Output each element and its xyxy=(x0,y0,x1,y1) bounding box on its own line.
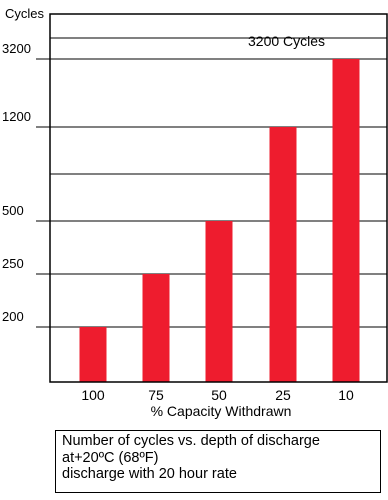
y-tick-label: 1200 xyxy=(2,109,31,124)
x-tick-label: 50 xyxy=(211,387,227,403)
bar-25 xyxy=(269,127,297,382)
bar-75 xyxy=(142,274,170,382)
plot-frame xyxy=(49,13,388,383)
bar-100 xyxy=(79,327,107,382)
bar-chart: 200 250 500 1200 3200 100 75 50 25 10 Cycles 320… xyxy=(2,6,388,419)
caption-line-2: at+20ºC (68ºF) xyxy=(62,449,159,466)
x-tick-label: 10 xyxy=(338,387,354,403)
y-tick-label: 250 xyxy=(2,256,24,271)
x-tick-label: 25 xyxy=(275,387,291,403)
x-tick-label: 75 xyxy=(148,387,164,403)
x-tick-labels: 100 75 50 25 10 xyxy=(81,387,354,403)
x-tick-label: 100 xyxy=(81,387,105,403)
bar-10 xyxy=(332,59,360,382)
chart-caption: Number of cycles vs. depth of discharge … xyxy=(55,430,381,493)
y-tick-labels: 200 250 500 1200 3200 xyxy=(2,41,31,324)
bar-50 xyxy=(205,221,233,382)
y-axis-label: Cycles xyxy=(5,6,45,21)
y-tick-label: 3200 xyxy=(2,41,31,56)
bars xyxy=(79,59,360,382)
bar-annotation: 3200 Cycles xyxy=(248,33,325,49)
y-tick-label: 500 xyxy=(2,203,24,218)
caption-line-1: Number of cycles vs. depth of discharge xyxy=(62,433,320,449)
caption-line-3: discharge with 20 hour rate xyxy=(62,466,237,482)
y-tick-label: 200 xyxy=(2,309,24,324)
x-axis-label: % Capacity Withdrawn xyxy=(151,403,292,419)
